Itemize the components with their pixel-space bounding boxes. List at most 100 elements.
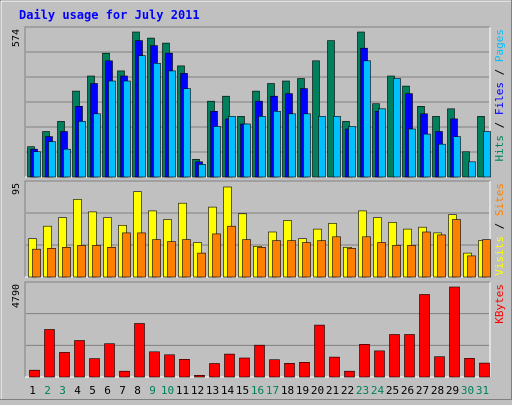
bar-sites-day-16 [257,247,266,278]
x-tick-day-2: 2 [44,384,51,397]
bar-kbytes-day-30 [464,358,475,378]
bar-kbytes-day-1 [29,369,40,378]
x-tick-day-13: 13 [206,384,219,397]
x-tick-day-11: 11 [176,384,189,397]
bar-pages-day-28 [438,143,446,178]
x-tick-day-4: 4 [74,384,81,397]
bar-pages-day-20 [318,116,326,178]
panel-2: 95 Visits / Sites [11,180,506,278]
bar-kbytes-day-15 [239,357,250,378]
bar-kbytes-day-20 [314,324,325,378]
bar-kbytes-day-26 [404,334,415,378]
bar-pages-day-19 [303,113,311,178]
bar-sites-day-27 [422,231,431,278]
legend-separator: / [493,62,506,82]
bar-kbytes-day-31 [479,362,490,378]
bar-pages-day-13 [213,126,221,178]
x-tick-day-5: 5 [89,384,96,397]
x-tick-day-29: 29 [446,384,459,397]
bar-sites-day-22 [347,248,356,278]
bar-pages-day-23 [363,60,371,178]
bar-pages-day-5 [93,113,101,178]
bar-sites-day-31 [482,239,491,278]
bar-sites-day-29 [452,219,461,278]
bar-sites-day-14 [227,225,236,278]
bar-kbytes-day-11 [179,358,190,378]
bar-kbytes-day-18 [284,362,295,378]
chart-title: Daily usage for July 2011 [19,8,200,22]
x-tick-day-19: 19 [296,384,309,397]
bar-sites-day-19 [302,242,311,278]
bar-pages-day-18 [288,113,296,178]
bar-kbytes-day-6 [104,343,115,378]
y-max-label: 574 [11,29,22,47]
legend-pages: Pages [493,29,506,62]
bar-sites-day-8 [137,232,146,278]
x-tick-day-22: 22 [341,384,354,397]
bar-pages-day-6 [108,80,116,178]
x-tick-day-18: 18 [281,384,294,397]
bar-kbytes-day-8 [134,323,145,378]
legend-separator: / [493,216,506,236]
y-max-label: 4790 [11,284,22,308]
x-tick-day-3: 3 [59,384,66,397]
bar-kbytes-day-9 [149,351,160,378]
bar-pages-day-26 [408,128,416,178]
bar-sites-day-28 [437,234,446,278]
bar-sites-day-4 [77,245,86,278]
bar-sites-day-21 [332,236,341,278]
bar-pages-day-21 [333,116,341,178]
bar-kbytes-day-21 [329,356,340,378]
bar-kbytes-day-22 [344,370,355,378]
bar-pages-day-1 [33,151,41,178]
bar-pages-day-4 [78,121,86,178]
bar-kbytes-day-28 [434,356,445,378]
bar-kbytes-day-12 [194,374,205,378]
bar-pages-day-29 [453,136,461,178]
x-tick-day-17: 17 [266,384,279,397]
bar-sites-day-6 [107,247,116,278]
bar-sites-day-15 [242,239,251,278]
x-tick-day-16: 16 [251,384,264,397]
x-tick-day-23: 23 [356,384,369,397]
bar-kbytes-day-29 [449,286,460,378]
bar-kbytes-day-3 [59,352,70,378]
legend-sites: Sites [493,183,506,216]
bar-pages-day-11 [183,88,191,178]
bar-pages-day-14 [228,116,236,178]
bar-sites-day-11 [182,239,191,278]
bar-pages-day-24 [378,108,386,178]
bar-hits-day-21 [327,40,335,178]
bar-kbytes-day-25 [389,334,400,378]
legend-hits: Hits [493,135,506,162]
bar-sites-day-23 [362,236,371,278]
bar-kbytes-day-27 [419,294,430,378]
bar-kbytes-day-24 [374,350,385,378]
x-tick-day-15: 15 [236,384,249,397]
bar-pages-day-31 [483,131,491,178]
x-tick-day-26: 26 [401,384,414,397]
legend-separator: / [493,115,506,135]
x-tick-day-6: 6 [104,384,111,397]
x-tick-day-27: 27 [416,384,429,397]
bar-kbytes-day-4 [74,340,85,378]
bar-sites-day-9 [152,239,161,278]
x-tick-day-25: 25 [386,384,399,397]
bar-kbytes-day-2 [44,329,55,378]
bar-pages-day-7 [123,80,131,178]
bar-sites-day-20 [317,240,326,278]
x-tick-day-14: 14 [221,384,235,397]
bar-kbytes-day-17 [269,359,280,378]
bar-sites-day-18 [287,240,296,278]
bar-pages-day-15 [243,123,251,178]
bar-kbytes-day-23 [359,343,370,378]
bar-kbytes-day-19 [299,361,310,378]
bar-pages-day-30 [468,161,476,178]
bar-pages-day-17 [273,111,281,178]
x-tick-day-30: 30 [461,384,474,397]
x-tick-day-20: 20 [311,384,324,397]
x-tick-day-8: 8 [134,384,141,397]
bar-kbytes-day-13 [209,363,220,378]
x-tick-day-28: 28 [431,384,444,397]
